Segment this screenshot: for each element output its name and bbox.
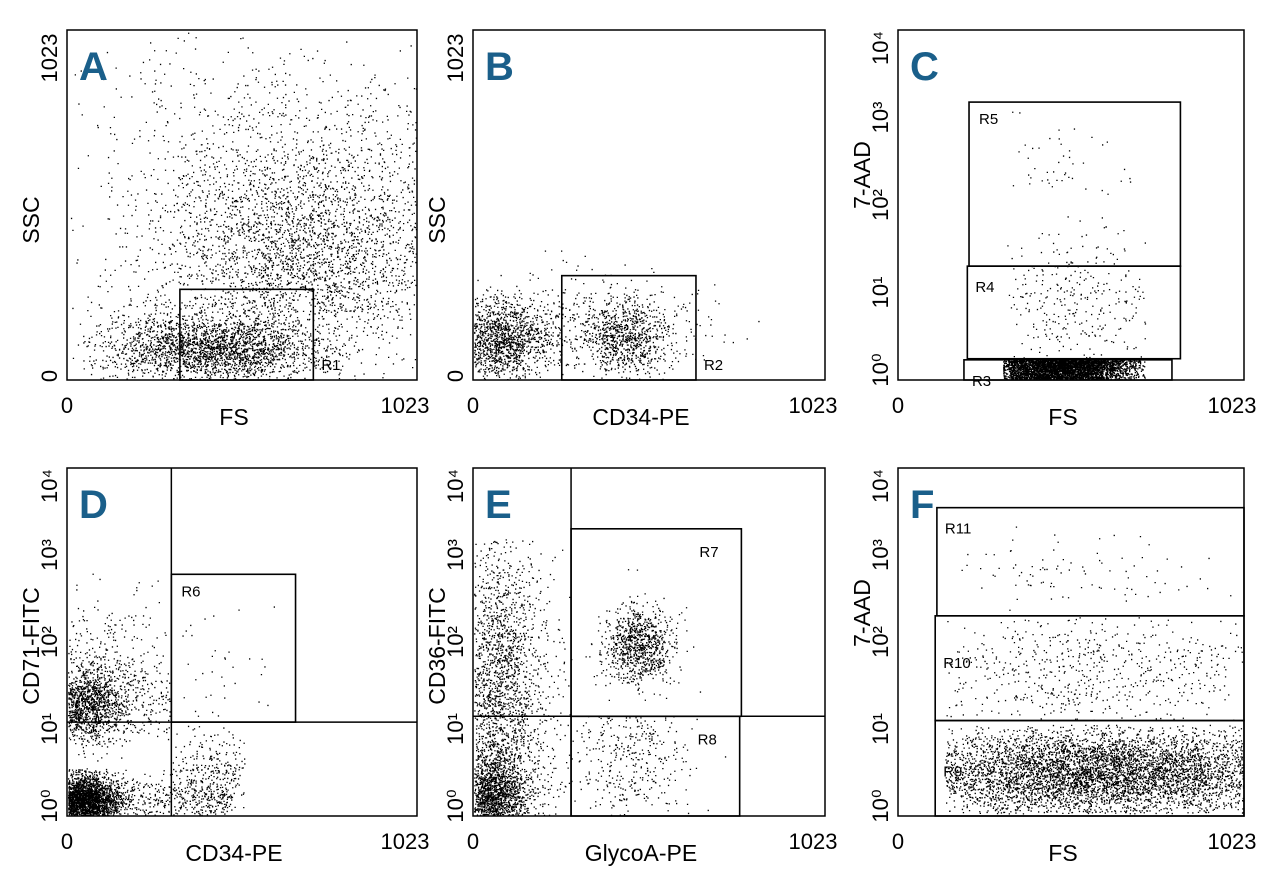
gate-label-r3: R3 bbox=[972, 373, 991, 390]
panel-f-letter: F bbox=[910, 483, 934, 527]
gate-r6 bbox=[170, 573, 297, 723]
gate-r8 bbox=[570, 715, 741, 817]
panel-d-event-dots bbox=[68, 573, 275, 817]
panel-d-ytick-2: 10² bbox=[37, 626, 62, 658]
panel-a-event-dots bbox=[70, 32, 418, 381]
panel-e-ytick-2: 10² bbox=[443, 626, 468, 658]
panel-c-ytick-3: 10³ bbox=[868, 102, 893, 134]
panel-a-xtick-0: 0 bbox=[61, 393, 73, 418]
panel-f-ytick-0: 10⁰ bbox=[868, 789, 893, 822]
panel-b-ytick-1: 1023 bbox=[443, 34, 468, 83]
panel-f-ytick-2: 10² bbox=[868, 626, 893, 658]
gate-r5 bbox=[968, 101, 1182, 267]
panel-d: R6 D 0 1023 CD34-PE 10⁰ 10¹ 10² 10³ 10⁴ CD71-FITC bbox=[18, 467, 430, 866]
panel-d-ytick-0: 10⁰ bbox=[37, 789, 62, 822]
panel-e-ytick-1: 10¹ bbox=[443, 713, 468, 745]
panel-c-ytick-4: 10⁴ bbox=[868, 31, 893, 65]
panel-c-ytick-0: 10⁰ bbox=[868, 353, 893, 386]
gate-r1 bbox=[179, 288, 315, 381]
gate-label-r1: R1 bbox=[321, 357, 340, 374]
gate-label-r5: R5 bbox=[979, 111, 998, 128]
panel-e-ylabel: CD36-FITC bbox=[424, 587, 450, 705]
panel-b-frame bbox=[472, 29, 826, 381]
panel-e-event-dots bbox=[474, 539, 727, 817]
panel-d-ylabel: CD71-FITC bbox=[18, 587, 44, 705]
gate-label-r8: R8 bbox=[698, 731, 717, 748]
panel-f-ytick-1: 10¹ bbox=[868, 713, 893, 745]
panel-a-ytick-0: 0 bbox=[37, 370, 62, 382]
gate-label-r9: R9 bbox=[943, 764, 962, 781]
gate-r3 bbox=[963, 359, 1173, 381]
panel-e-xlabel: GlycoA-PE bbox=[585, 840, 697, 866]
gate-r10 bbox=[934, 615, 1245, 722]
panel-c-xtick-1: 1023 bbox=[1208, 393, 1257, 418]
panel-d-xlabel: CD34-PE bbox=[185, 840, 282, 866]
panel-c-frame bbox=[897, 29, 1245, 381]
panel-b: R2 B 0 1023 CD34-PE 0 1023 SSC bbox=[424, 29, 838, 430]
panel-c-xtick-0: 0 bbox=[892, 393, 904, 418]
panel-e-xtick-0: 0 bbox=[467, 829, 479, 854]
panel-e-ytick-0: 10⁰ bbox=[443, 789, 468, 822]
gate-label-r4: R4 bbox=[975, 279, 994, 296]
panel-a: R1 A 0 1023 FS 0 1023 SSC bbox=[18, 29, 430, 430]
panel-b-letter: B bbox=[485, 45, 514, 89]
gate-label-r7: R7 bbox=[699, 544, 718, 561]
panel-c-event-dots bbox=[1003, 111, 1147, 381]
panel-c-letter: C bbox=[910, 45, 939, 89]
panel-c-xlabel: FS bbox=[1048, 404, 1077, 430]
panel-e-ytick-3: 10³ bbox=[443, 539, 468, 571]
panel-a-xlabel: FS bbox=[219, 404, 248, 430]
panel-f-xtick-0: 0 bbox=[892, 829, 904, 854]
panel-b-xtick-1: 1023 bbox=[789, 393, 838, 418]
panel-c-ylabel: 7-AAD bbox=[849, 141, 875, 209]
panel-d-ytick-4: 10⁴ bbox=[37, 469, 62, 503]
gate-r9 bbox=[934, 719, 1245, 817]
gate-r4 bbox=[966, 265, 1182, 360]
panel-d-xtick-1: 1023 bbox=[381, 829, 430, 854]
gate-label-r10: R10 bbox=[943, 655, 971, 672]
panel-c-ytick-1: 10¹ bbox=[868, 277, 893, 309]
gate-r11 bbox=[936, 506, 1245, 617]
panel-c: R5 R4 R3 C 0 1023 FS 10⁰ 10¹ 10² 10³ 10⁴ 7-AAD bbox=[849, 29, 1257, 430]
panel-f: R11 R10 R9 F 0 1023 FS 10⁰ 10¹ 10² 10³ 10⁴ 7-AAD bbox=[849, 467, 1257, 866]
panel-e: R7 R8 E 0 1023 GlycoA-PE 10⁰ 10¹ 10² 10³ 10⁴ CD36-F… bbox=[424, 467, 838, 866]
panel-a-letter: A bbox=[79, 45, 108, 89]
panel-e-ytick-4: 10⁴ bbox=[443, 469, 468, 503]
panel-f-events bbox=[945, 526, 1245, 815]
panel-c-events bbox=[1003, 111, 1147, 381]
panel-a-ytick-1: 1023 bbox=[37, 34, 62, 83]
panel-b-xtick-0: 0 bbox=[467, 393, 479, 418]
panel-a-xtick-1: 1023 bbox=[381, 393, 430, 418]
panel-d-ytick-3: 10³ bbox=[37, 539, 62, 571]
panel-a-events bbox=[70, 32, 418, 381]
panel-f-ytick-4: 10⁴ bbox=[868, 469, 893, 503]
panel-e-events bbox=[474, 539, 727, 817]
panel-c-ytick-2: 10² bbox=[868, 189, 893, 221]
panel-a-ylabel: SSC bbox=[18, 196, 44, 243]
panel-b-xlabel: CD34-PE bbox=[592, 404, 689, 430]
panel-f-event-dots bbox=[945, 526, 1245, 815]
panel-f-xlabel: FS bbox=[1048, 840, 1077, 866]
panel-f-ytick-3: 10³ bbox=[868, 539, 893, 571]
panel-d-ytick-1: 10¹ bbox=[37, 713, 62, 745]
gate-label-r2: R2 bbox=[704, 357, 723, 374]
gate-r2 bbox=[560, 274, 697, 381]
panel-e-letter: E bbox=[485, 483, 512, 527]
panel-d-events bbox=[68, 573, 275, 817]
panel-b-ylabel: SSC bbox=[424, 196, 450, 243]
panel-f-ylabel: 7-AAD bbox=[849, 579, 875, 647]
panel-e-xtick-1: 1023 bbox=[789, 829, 838, 854]
panel-d-frame bbox=[66, 467, 418, 817]
gate-label-r6: R6 bbox=[181, 583, 200, 600]
panel-b-ytick-0: 0 bbox=[443, 370, 468, 382]
gate-label-r11: R11 bbox=[945, 521, 971, 538]
panel-f-xtick-1: 1023 bbox=[1208, 829, 1257, 854]
panel-d-xtick-0: 0 bbox=[61, 829, 73, 854]
panel-d-letter: D bbox=[79, 483, 108, 527]
